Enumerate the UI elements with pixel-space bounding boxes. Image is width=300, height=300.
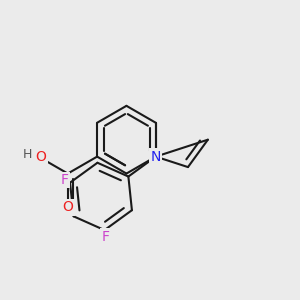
Text: F: F — [101, 230, 109, 244]
Text: F: F — [60, 173, 68, 187]
Text: H: H — [22, 148, 32, 161]
Text: O: O — [62, 200, 73, 214]
Text: N: N — [151, 150, 161, 164]
Text: O: O — [35, 150, 46, 164]
